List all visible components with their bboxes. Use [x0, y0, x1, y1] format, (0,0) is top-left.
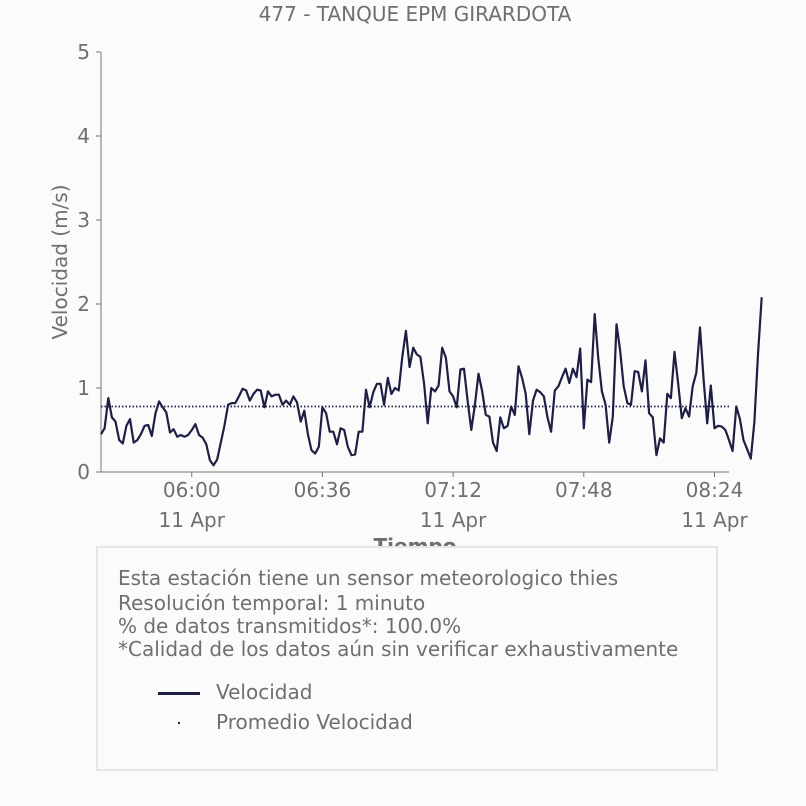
x-tick-label: 08:24 [686, 478, 744, 502]
legend-label-promedio: Promedio Velocidad [216, 710, 413, 734]
note-resolution: Resolución temporal: 1 minuto [118, 591, 426, 615]
series-velocidad-line [100, 297, 763, 467]
legend-line-swatch [158, 692, 200, 695]
chart-title: 477 - TANQUE EPM GIRARDOTA [259, 2, 572, 26]
y-axis-title: Velocidad (m/s) [48, 184, 72, 339]
note-quality: *Calidad de los datos aún sin verificar … [118, 637, 679, 661]
y-tick-label: 5 [77, 40, 90, 64]
x-ticks: 06:00 11 Apr 06:36 07:12 11 Apr 07:48 08:24 11 … [159, 472, 748, 532]
y-tick-label: 1 [77, 376, 90, 400]
y-ticks: 0 1 2 3 4 5 [77, 40, 101, 484]
y-tick-label: 4 [77, 124, 90, 148]
legend-box: Esta estación tiene un sensor meteorolog… [96, 546, 718, 771]
x-tick-label: 06:00 [163, 478, 221, 502]
x-tick-label: 07:12 [424, 478, 482, 502]
y-tick-label: 0 [77, 460, 90, 484]
legend-label-velocidad: Velocidad [216, 680, 313, 704]
note-sensor: Esta estación tiene un sensor meteorolog… [118, 566, 619, 590]
x-tick-date-label: 11 Apr [159, 508, 226, 532]
y-tick-label: 2 [77, 292, 90, 316]
x-tick-label: 07:48 [555, 478, 613, 502]
note-transmitted: % de datos transmitidos*: 100.0% [118, 614, 462, 638]
y-tick-label: 3 [77, 208, 90, 232]
y-axis-title-group: Velocidad (m/s) [48, 184, 72, 339]
x-tick-label: 06:36 [294, 478, 352, 502]
x-tick-date-label: 11 Apr [420, 508, 487, 532]
legend-dot-swatch [178, 722, 180, 724]
x-tick-date-label: 11 Apr [681, 508, 748, 532]
series-layer [100, 297, 763, 467]
